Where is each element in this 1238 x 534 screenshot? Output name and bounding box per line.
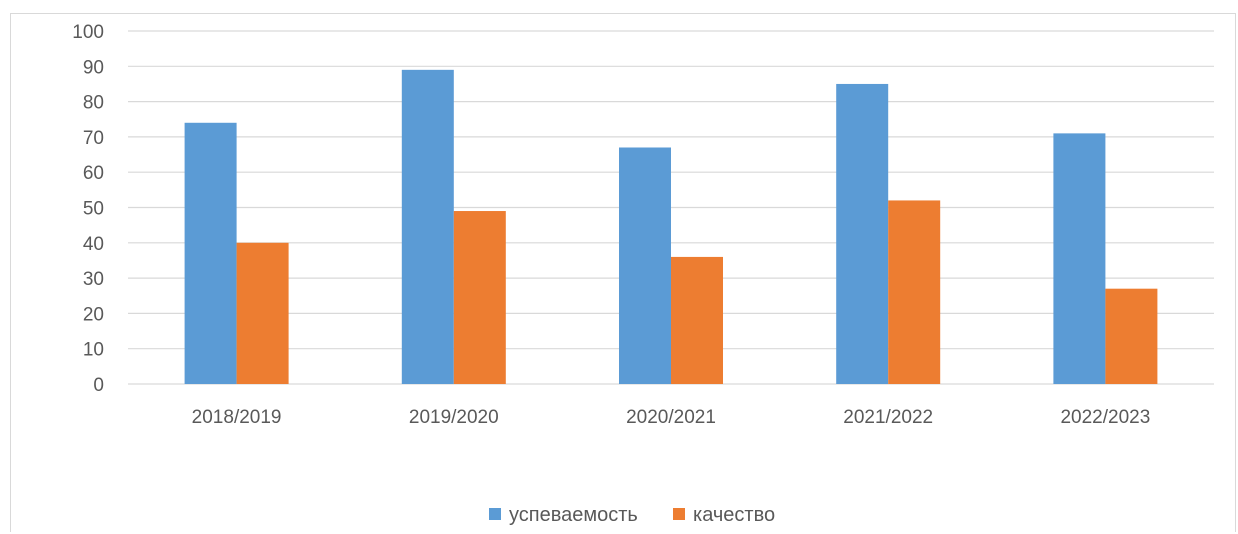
y-tick-label: 50 (83, 199, 104, 220)
y-tick-label: 0 (93, 375, 104, 396)
legend: успеваемость качество (489, 504, 775, 526)
y-tick-label: 90 (83, 57, 104, 78)
x-tick-label: 2019/2020 (409, 407, 499, 428)
y-axis-ticks: 0 10 20 30 40 50 60 70 80 90 100 (72, 22, 104, 396)
y-tick-label: 20 (83, 304, 104, 325)
bar-uspevaemost-2018-2019 (184, 122, 237, 384)
bar-kachestvo-2020-2021 (671, 256, 723, 384)
legend-label-0: успеваемость (509, 504, 638, 526)
y-tick-label: 80 (83, 93, 104, 114)
y-tick-label: 60 (83, 163, 104, 184)
chart-frame (10, 13, 1236, 532)
bar-kachestvo-2019-2020 (453, 211, 506, 384)
bars (184, 69, 1158, 384)
bar-uspevaemost-2021-2022 (836, 83, 889, 384)
x-tick-label: 2021/2022 (843, 407, 933, 428)
legend-label-1: качество (693, 504, 775, 526)
y-tick-label: 10 (83, 340, 104, 361)
y-tick-label: 40 (83, 234, 104, 255)
x-tick-label: 2022/2023 (1060, 407, 1150, 428)
bar-kachestvo-2018-2019 (236, 242, 289, 384)
bar-uspevaemost-2020-2021 (619, 147, 671, 384)
bar-uspevaemost-2022-2023 (1053, 133, 1106, 384)
x-axis-ticks: 2018/2019 2019/2020 2020/2021 2021/2022 2022… (192, 407, 1151, 428)
y-tick-label: 70 (83, 128, 104, 149)
bar-kachestvo-2021-2022 (888, 200, 941, 384)
bar-uspevaemost-2019-2020 (401, 69, 454, 384)
y-tick-label: 100 (72, 22, 104, 43)
x-tick-label: 2018/2019 (192, 407, 282, 428)
legend-swatch-1 (673, 508, 685, 520)
bar-kachestvo-2022-2023 (1105, 288, 1158, 384)
y-tick-label: 30 (83, 269, 104, 290)
legend-swatch-0 (489, 508, 501, 520)
x-tick-label: 2020/2021 (626, 407, 716, 428)
